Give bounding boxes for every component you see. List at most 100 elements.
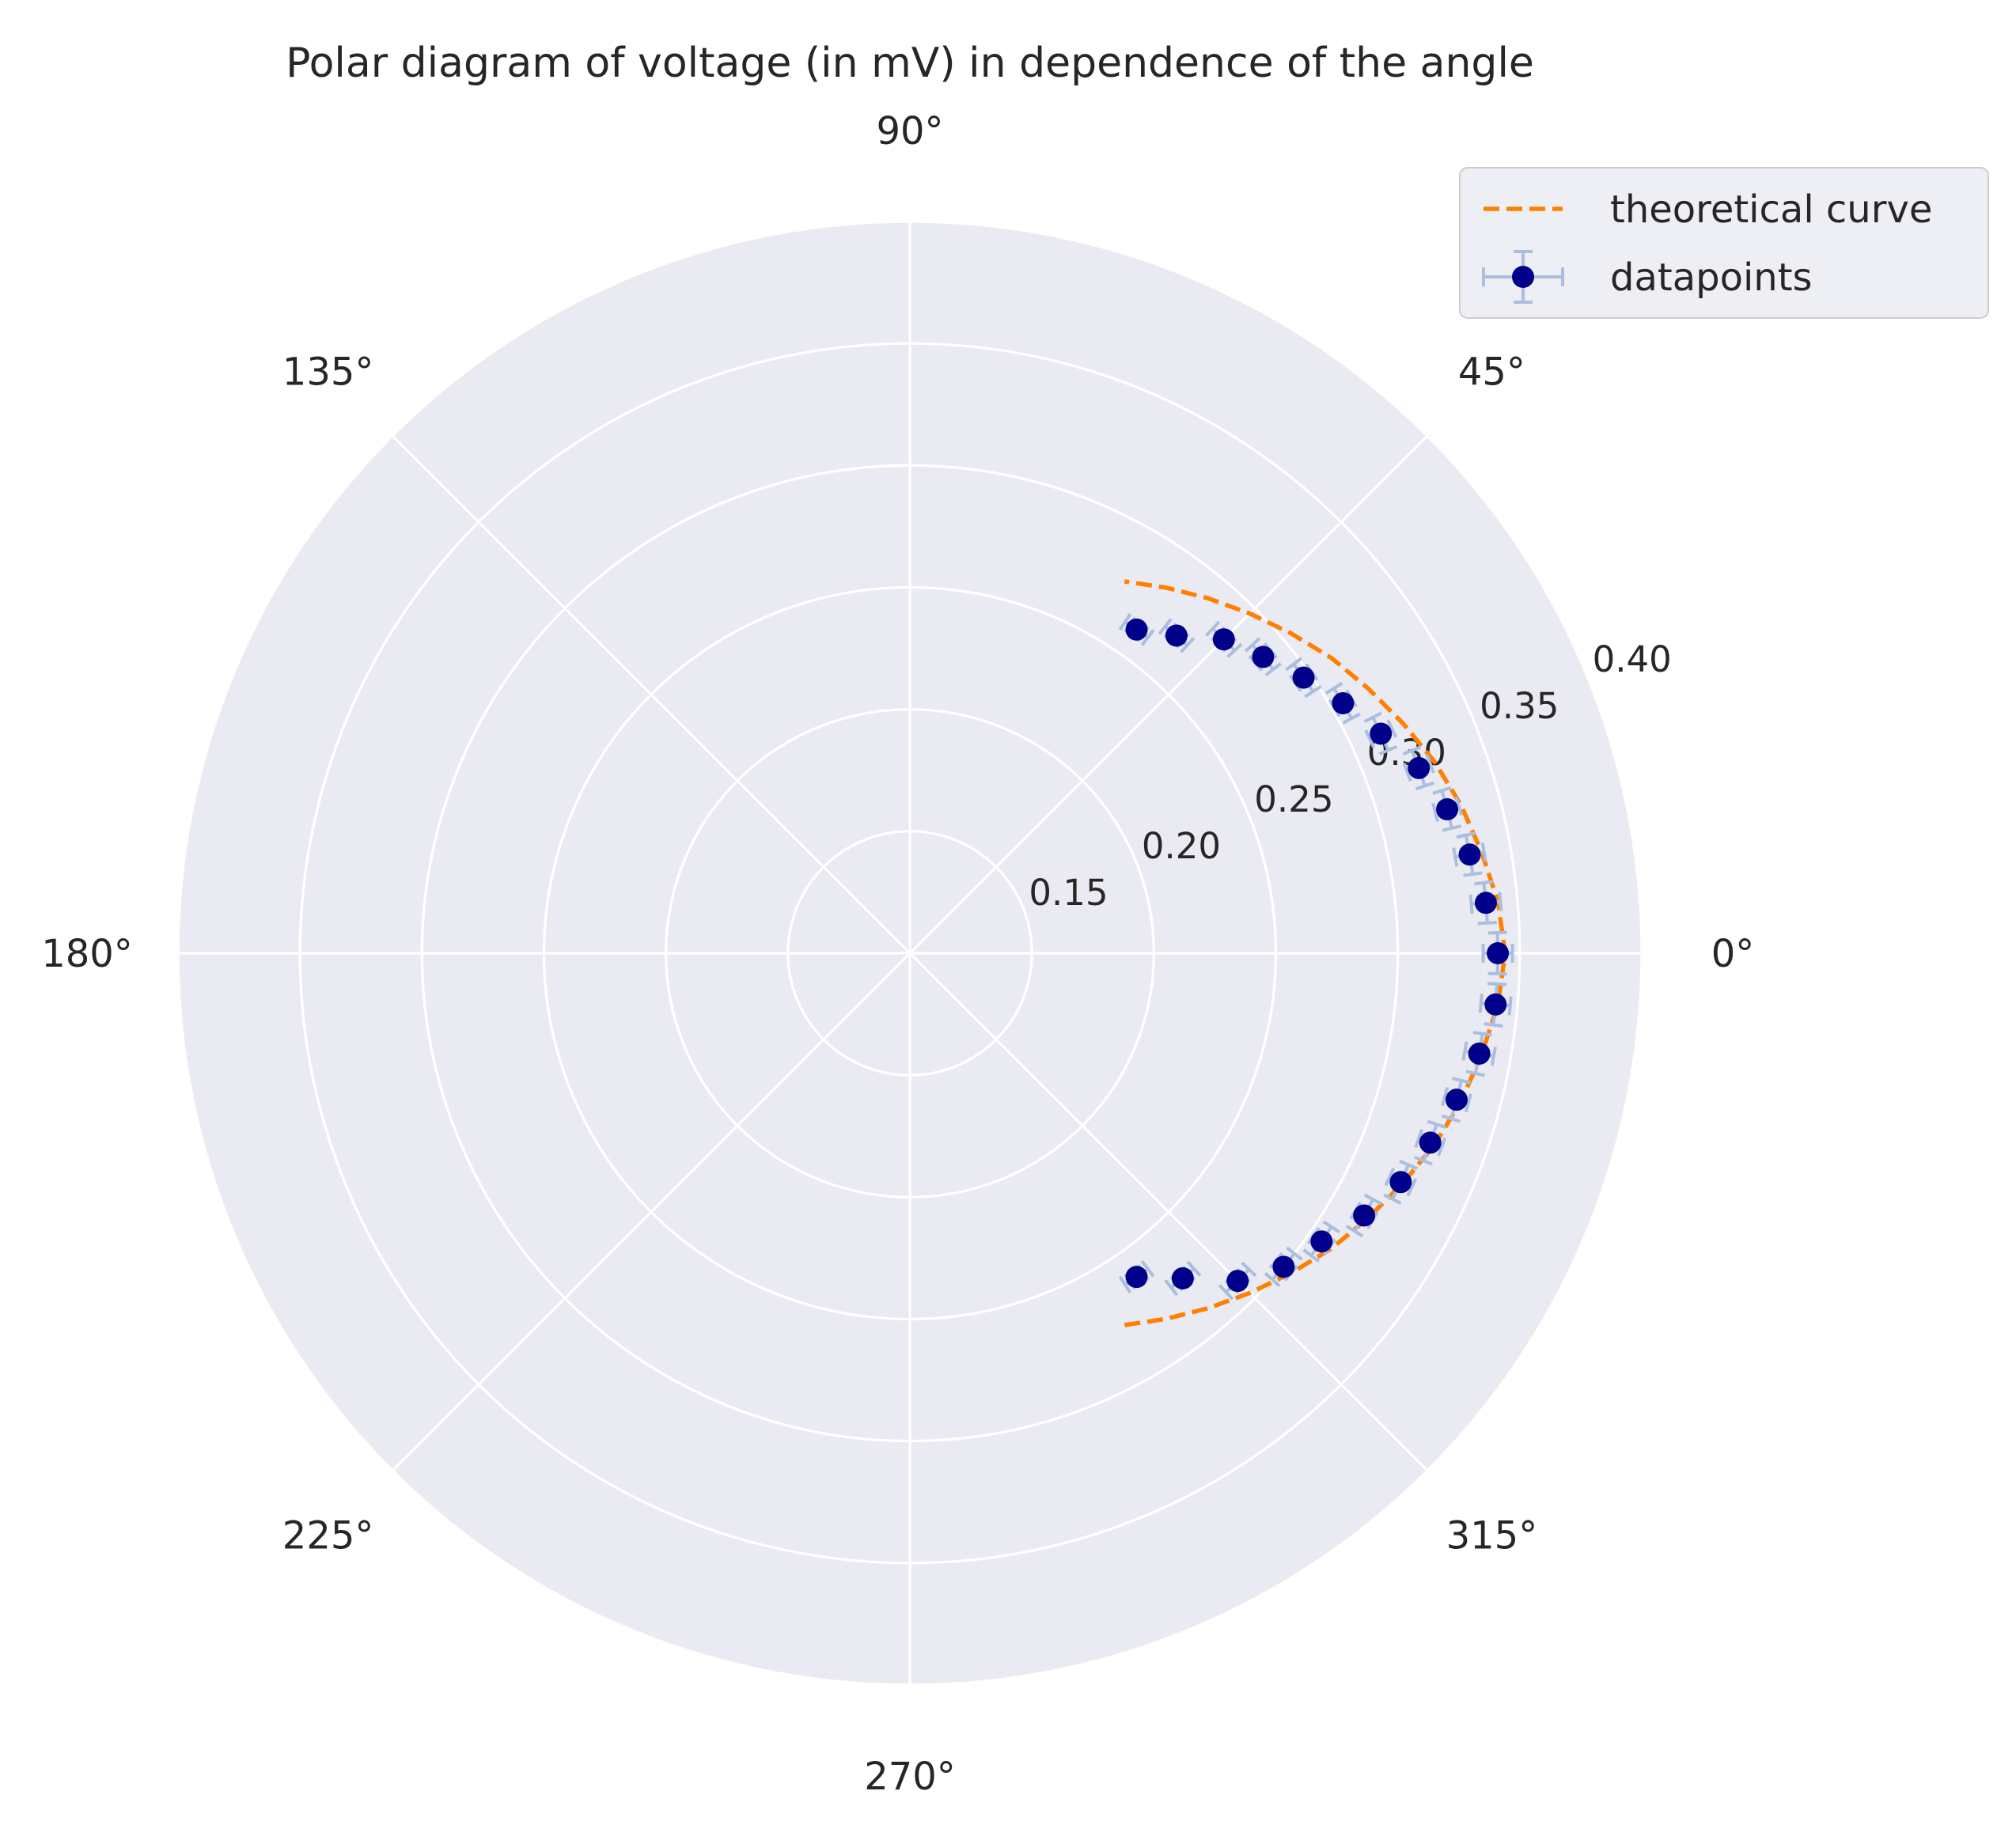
- datapoint-marker: [1468, 1042, 1491, 1065]
- error-cap: [1477, 921, 1497, 926]
- datapoint: [1285, 657, 1322, 699]
- datapoint: [1118, 612, 1155, 646]
- error-cap: [1118, 612, 1132, 631]
- error-cap: [1441, 1087, 1449, 1107]
- datapoint-marker: [1310, 1230, 1333, 1253]
- error-cap: [1386, 719, 1398, 738]
- error-cap: [1402, 745, 1422, 755]
- angle-tick-label: 90°: [876, 109, 943, 153]
- error-cap: [1378, 744, 1398, 755]
- radial-tick-label: 0.35: [1480, 685, 1559, 727]
- datapoint: [1264, 1246, 1303, 1288]
- datapoint: [1205, 620, 1243, 658]
- error-cap: [1464, 1093, 1472, 1113]
- error-cap: [1399, 1159, 1418, 1170]
- datapoint-marker: [1212, 628, 1235, 651]
- datapoint: [1164, 1260, 1202, 1297]
- error-cap: [1442, 824, 1462, 832]
- chart-title: Polar diagram of voltage (in mV) in depe…: [286, 40, 1534, 87]
- series-layer: [1118, 579, 1514, 1327]
- error-cap: [1286, 1246, 1303, 1261]
- error-cap: [1244, 637, 1261, 653]
- error-cap: [1285, 657, 1302, 672]
- error-cap: [1264, 1272, 1281, 1288]
- error-cap: [1241, 1261, 1257, 1278]
- angle-tick-label: 180°: [41, 932, 133, 976]
- radial-tick-label: 0.20: [1142, 825, 1221, 867]
- error-cap: [1322, 1220, 1340, 1234]
- angular-gridline: [908, 952, 1429, 1472]
- datapoint-marker: [1474, 892, 1497, 914]
- datapoint-marker: [1458, 843, 1481, 866]
- angular-gridline: [391, 434, 911, 955]
- error-cap: [1474, 880, 1494, 886]
- error-cap: [1402, 763, 1412, 782]
- error-cap: [1432, 786, 1452, 795]
- datapoint-marker: [1125, 1266, 1148, 1289]
- error-cap: [1226, 642, 1243, 658]
- error-cap: [1205, 620, 1221, 637]
- error-cap: [1158, 618, 1173, 635]
- error-cap: [1118, 1275, 1132, 1294]
- angle-tick-label: 315°: [1446, 1513, 1538, 1558]
- angle-tick-labels: 0° 45° 90° 135° 180° 225° 270° 315°: [41, 109, 1754, 1799]
- datapoint: [1345, 1193, 1382, 1238]
- error-cap: [1140, 1260, 1155, 1278]
- datapoint: [1414, 1119, 1447, 1166]
- angle-tick-label: 45°: [1458, 350, 1525, 395]
- error-cap: [1452, 847, 1459, 867]
- error-cap: [1345, 1225, 1364, 1238]
- datapoint: [1468, 880, 1503, 926]
- angular-gridline: [391, 952, 911, 1472]
- error-cap: [1364, 729, 1376, 748]
- datapoint-marker: [1484, 993, 1507, 1016]
- datapoint-marker: [1252, 646, 1275, 668]
- error-cap: [1414, 1155, 1433, 1166]
- datapoint-marker: [1370, 722, 1393, 745]
- datapoint: [1118, 1260, 1155, 1294]
- error-cap: [1414, 1129, 1424, 1149]
- error-cap: [1454, 796, 1463, 816]
- datapoint: [1441, 1077, 1472, 1123]
- datapoint-marker: [1389, 1171, 1412, 1194]
- error-cap: [1472, 1031, 1492, 1037]
- datapoint: [1158, 618, 1196, 653]
- error-cap: [1431, 802, 1440, 823]
- error-cap: [1427, 1119, 1446, 1129]
- error-cap: [1456, 831, 1476, 839]
- radial-tick-label: 0.15: [1029, 872, 1108, 914]
- angle-tick-label: 135°: [282, 350, 374, 395]
- datapoint-marker: [1226, 1270, 1249, 1293]
- error-cap: [1342, 712, 1361, 725]
- error-cap: [1425, 754, 1435, 774]
- radial-tick-label: 0.40: [1593, 638, 1672, 680]
- error-cap: [1480, 842, 1487, 862]
- datapoint-marker: [1165, 624, 1188, 647]
- datapoint: [1402, 745, 1435, 791]
- datapoint-marker: [1353, 1204, 1376, 1227]
- datapoint-marker: [1419, 1131, 1442, 1154]
- error-cap: [1498, 892, 1503, 911]
- datapoint: [1324, 681, 1361, 725]
- error-cap: [1304, 684, 1322, 699]
- error-cap: [1140, 629, 1155, 646]
- datapoint: [1244, 637, 1282, 677]
- datapoint-marker: [1487, 942, 1510, 964]
- legend-label-datapoints: datapoints: [1610, 256, 1813, 300]
- datapoint: [1302, 1220, 1340, 1263]
- error-cap: [1478, 994, 1484, 1013]
- error-cap: [1384, 1168, 1396, 1187]
- datapoint: [1461, 1031, 1497, 1077]
- angular-gridline: [908, 434, 1429, 955]
- datapoint: [1452, 831, 1487, 877]
- error-cap: [1324, 681, 1343, 695]
- datapoint-marker: [1125, 618, 1148, 641]
- error-cap: [1302, 1248, 1321, 1263]
- angle-tick-label: 270°: [864, 1755, 956, 1799]
- error-cap: [1415, 781, 1435, 791]
- error-cap: [1164, 1279, 1179, 1297]
- datapoint-marker: [1436, 798, 1459, 821]
- error-cap: [1465, 1070, 1485, 1077]
- error-cap: [1468, 894, 1474, 914]
